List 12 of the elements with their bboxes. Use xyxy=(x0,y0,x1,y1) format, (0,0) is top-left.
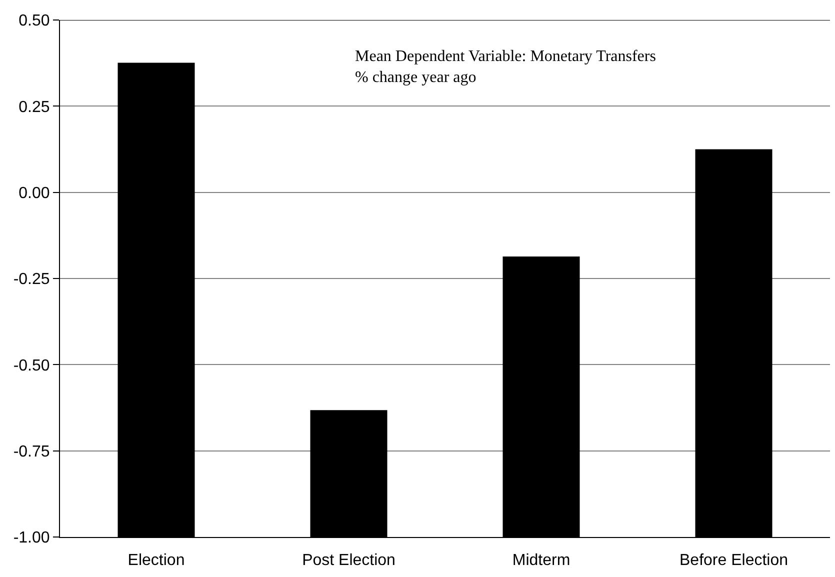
y-tick-label: -1.00 xyxy=(13,530,50,547)
x-tick-label: Before Election xyxy=(679,552,788,570)
y-tick-label: 0.50 xyxy=(18,12,50,30)
y-tick-label: -0.75 xyxy=(13,443,50,460)
annotation: Mean Dependent Variable: Monetary Transfers % change year ago xyxy=(355,48,656,86)
x-tick-label: Post Election xyxy=(302,552,396,570)
x-tick-label: Midterm xyxy=(512,552,570,570)
y-tick-label: -0.50 xyxy=(13,357,50,374)
y-tick-label: 0.25 xyxy=(18,98,50,116)
y-tick-label: 0.00 xyxy=(18,184,50,202)
y-tick-label: -0.25 xyxy=(13,271,50,288)
x-tick-label: Election xyxy=(128,552,185,570)
